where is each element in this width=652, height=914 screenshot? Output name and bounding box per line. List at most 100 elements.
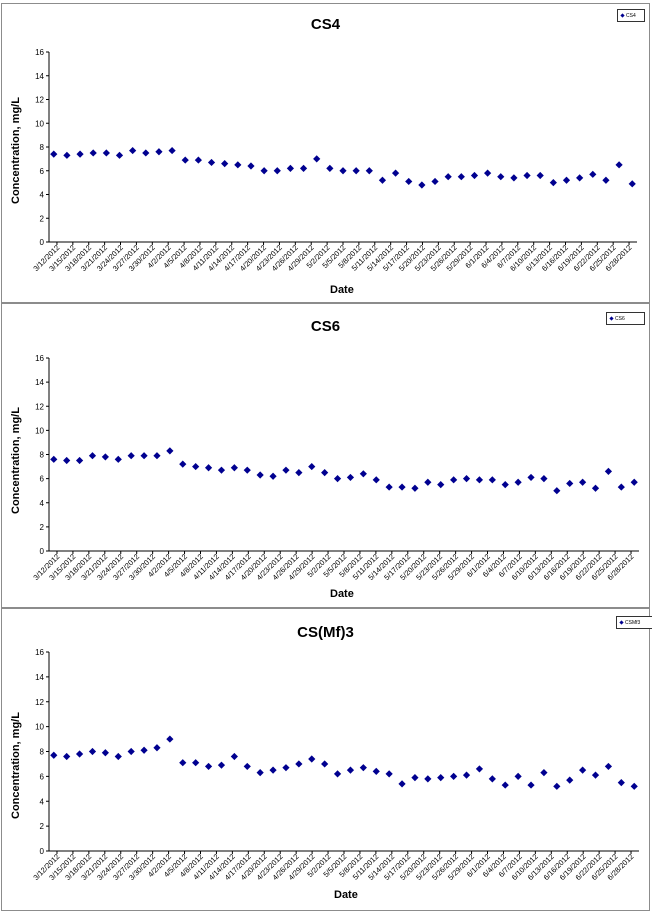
- data-point: [372, 767, 380, 775]
- chart-legend: CSMf3: [616, 616, 652, 629]
- data-point: [217, 466, 226, 474]
- data-point: [566, 479, 574, 488]
- data-point: [398, 483, 406, 491]
- data-point: [385, 483, 393, 491]
- data-point: [359, 764, 367, 772]
- y-tick-label: 4: [40, 797, 45, 806]
- data-point: [50, 150, 58, 158]
- chart-title: CS(Mf)3: [297, 624, 354, 641]
- y-axis-label: Concentration, mg/L: [10, 712, 22, 819]
- chart-panel-cs6: CS6 CS6 0 2 4 6 8 10 12 14 16 3/12/2012 3/15/2012 3…: [1, 303, 650, 608]
- data-point: [475, 765, 484, 773]
- chart-title: CS4: [310, 16, 341, 33]
- data-point: [299, 164, 308, 172]
- data-point: [230, 464, 238, 472]
- data-point: [256, 769, 264, 777]
- data-point: [553, 782, 561, 790]
- data-point: [88, 452, 97, 460]
- y-tick-label: 12: [35, 402, 44, 411]
- data-point: [168, 146, 176, 155]
- y-tick-label: 10: [35, 426, 44, 435]
- data-point: [273, 167, 281, 175]
- data-point: [604, 467, 613, 475]
- chart-panel-cs4: CS4 CS4 0 2 4 6 8 10 12 14 16 3/12/2012 3/15/2012 3…: [1, 3, 650, 303]
- data-point: [411, 774, 419, 782]
- data-point: [615, 161, 623, 169]
- data-point: [424, 478, 432, 486]
- data-point: [243, 466, 251, 474]
- legend-label: CSMf3: [625, 620, 641, 626]
- data-point: [179, 759, 187, 767]
- data-point: [260, 167, 268, 175]
- data-point: [102, 149, 110, 157]
- data-point: [346, 766, 355, 774]
- x-axis-label: Date: [330, 284, 354, 296]
- data-point: [591, 484, 600, 492]
- chart-plot: 02468101214163/12/20123/15/20123/18/2012…: [31, 648, 639, 882]
- chart-plot: 02468101214163/12/20123/15/20123/18/2012…: [31, 48, 637, 273]
- data-point: [462, 771, 471, 779]
- data-point: [378, 176, 387, 184]
- x-axis-label: Date: [330, 588, 354, 600]
- data-point: [540, 769, 548, 777]
- data-point: [553, 487, 561, 495]
- data-point: [549, 179, 557, 187]
- y-tick-label: 8: [40, 748, 45, 757]
- data-point: [140, 452, 148, 460]
- data-point: [333, 475, 342, 483]
- y-tick-label: 12: [35, 698, 44, 707]
- data-point: [63, 151, 71, 159]
- y-tick-label: 14: [35, 378, 44, 387]
- data-point: [437, 774, 445, 782]
- y-tick-label: 0: [40, 547, 45, 556]
- data-point: [114, 752, 122, 761]
- data-point: [359, 470, 367, 478]
- data-point: [411, 484, 419, 492]
- y-tick-label: 10: [35, 119, 44, 128]
- data-point: [405, 177, 413, 186]
- data-point: [75, 750, 84, 758]
- data-point: [308, 462, 316, 471]
- data-point: [536, 171, 544, 180]
- y-tick-label: 16: [35, 354, 44, 363]
- data-point: [562, 176, 571, 184]
- data-point: [153, 744, 161, 752]
- data-point: [339, 167, 347, 175]
- data-point: [50, 455, 58, 463]
- data-point: [604, 762, 613, 771]
- data-point: [63, 752, 71, 761]
- data-point: [501, 481, 509, 489]
- data-point: [230, 752, 238, 761]
- data-point: [269, 472, 277, 480]
- data-point: [579, 478, 587, 486]
- data-point: [127, 452, 135, 460]
- data-point: [89, 149, 97, 157]
- y-tick-label: 10: [35, 723, 44, 732]
- y-tick-label: 4: [40, 499, 45, 508]
- data-point: [282, 764, 290, 772]
- y-tick-label: 6: [40, 475, 45, 484]
- y-tick-label: 4: [40, 191, 45, 200]
- chart-panel-csmf3: CS(Mf)3 CSMf3 0 2 4 6 8 10 12 14 16 3/12/2012 3/15…: [1, 608, 652, 911]
- data-point: [617, 483, 625, 491]
- data-point: [418, 181, 426, 189]
- data-point: [602, 176, 610, 184]
- data-point: [444, 173, 452, 181]
- data-point: [475, 476, 484, 484]
- data-point: [192, 759, 200, 767]
- data-point: [101, 453, 109, 461]
- data-point: [488, 476, 496, 484]
- data-point: [591, 771, 600, 779]
- data-point: [88, 747, 97, 756]
- data-point: [628, 180, 636, 188]
- data-point: [431, 177, 439, 186]
- data-point: [617, 778, 625, 787]
- data-point: [497, 173, 505, 181]
- data-point: [256, 471, 264, 479]
- data-point: [155, 148, 163, 156]
- data-point: [166, 447, 174, 455]
- data-point: [50, 751, 58, 759]
- y-tick-label: 14: [35, 673, 44, 682]
- data-point: [326, 164, 334, 172]
- data-point: [630, 782, 638, 790]
